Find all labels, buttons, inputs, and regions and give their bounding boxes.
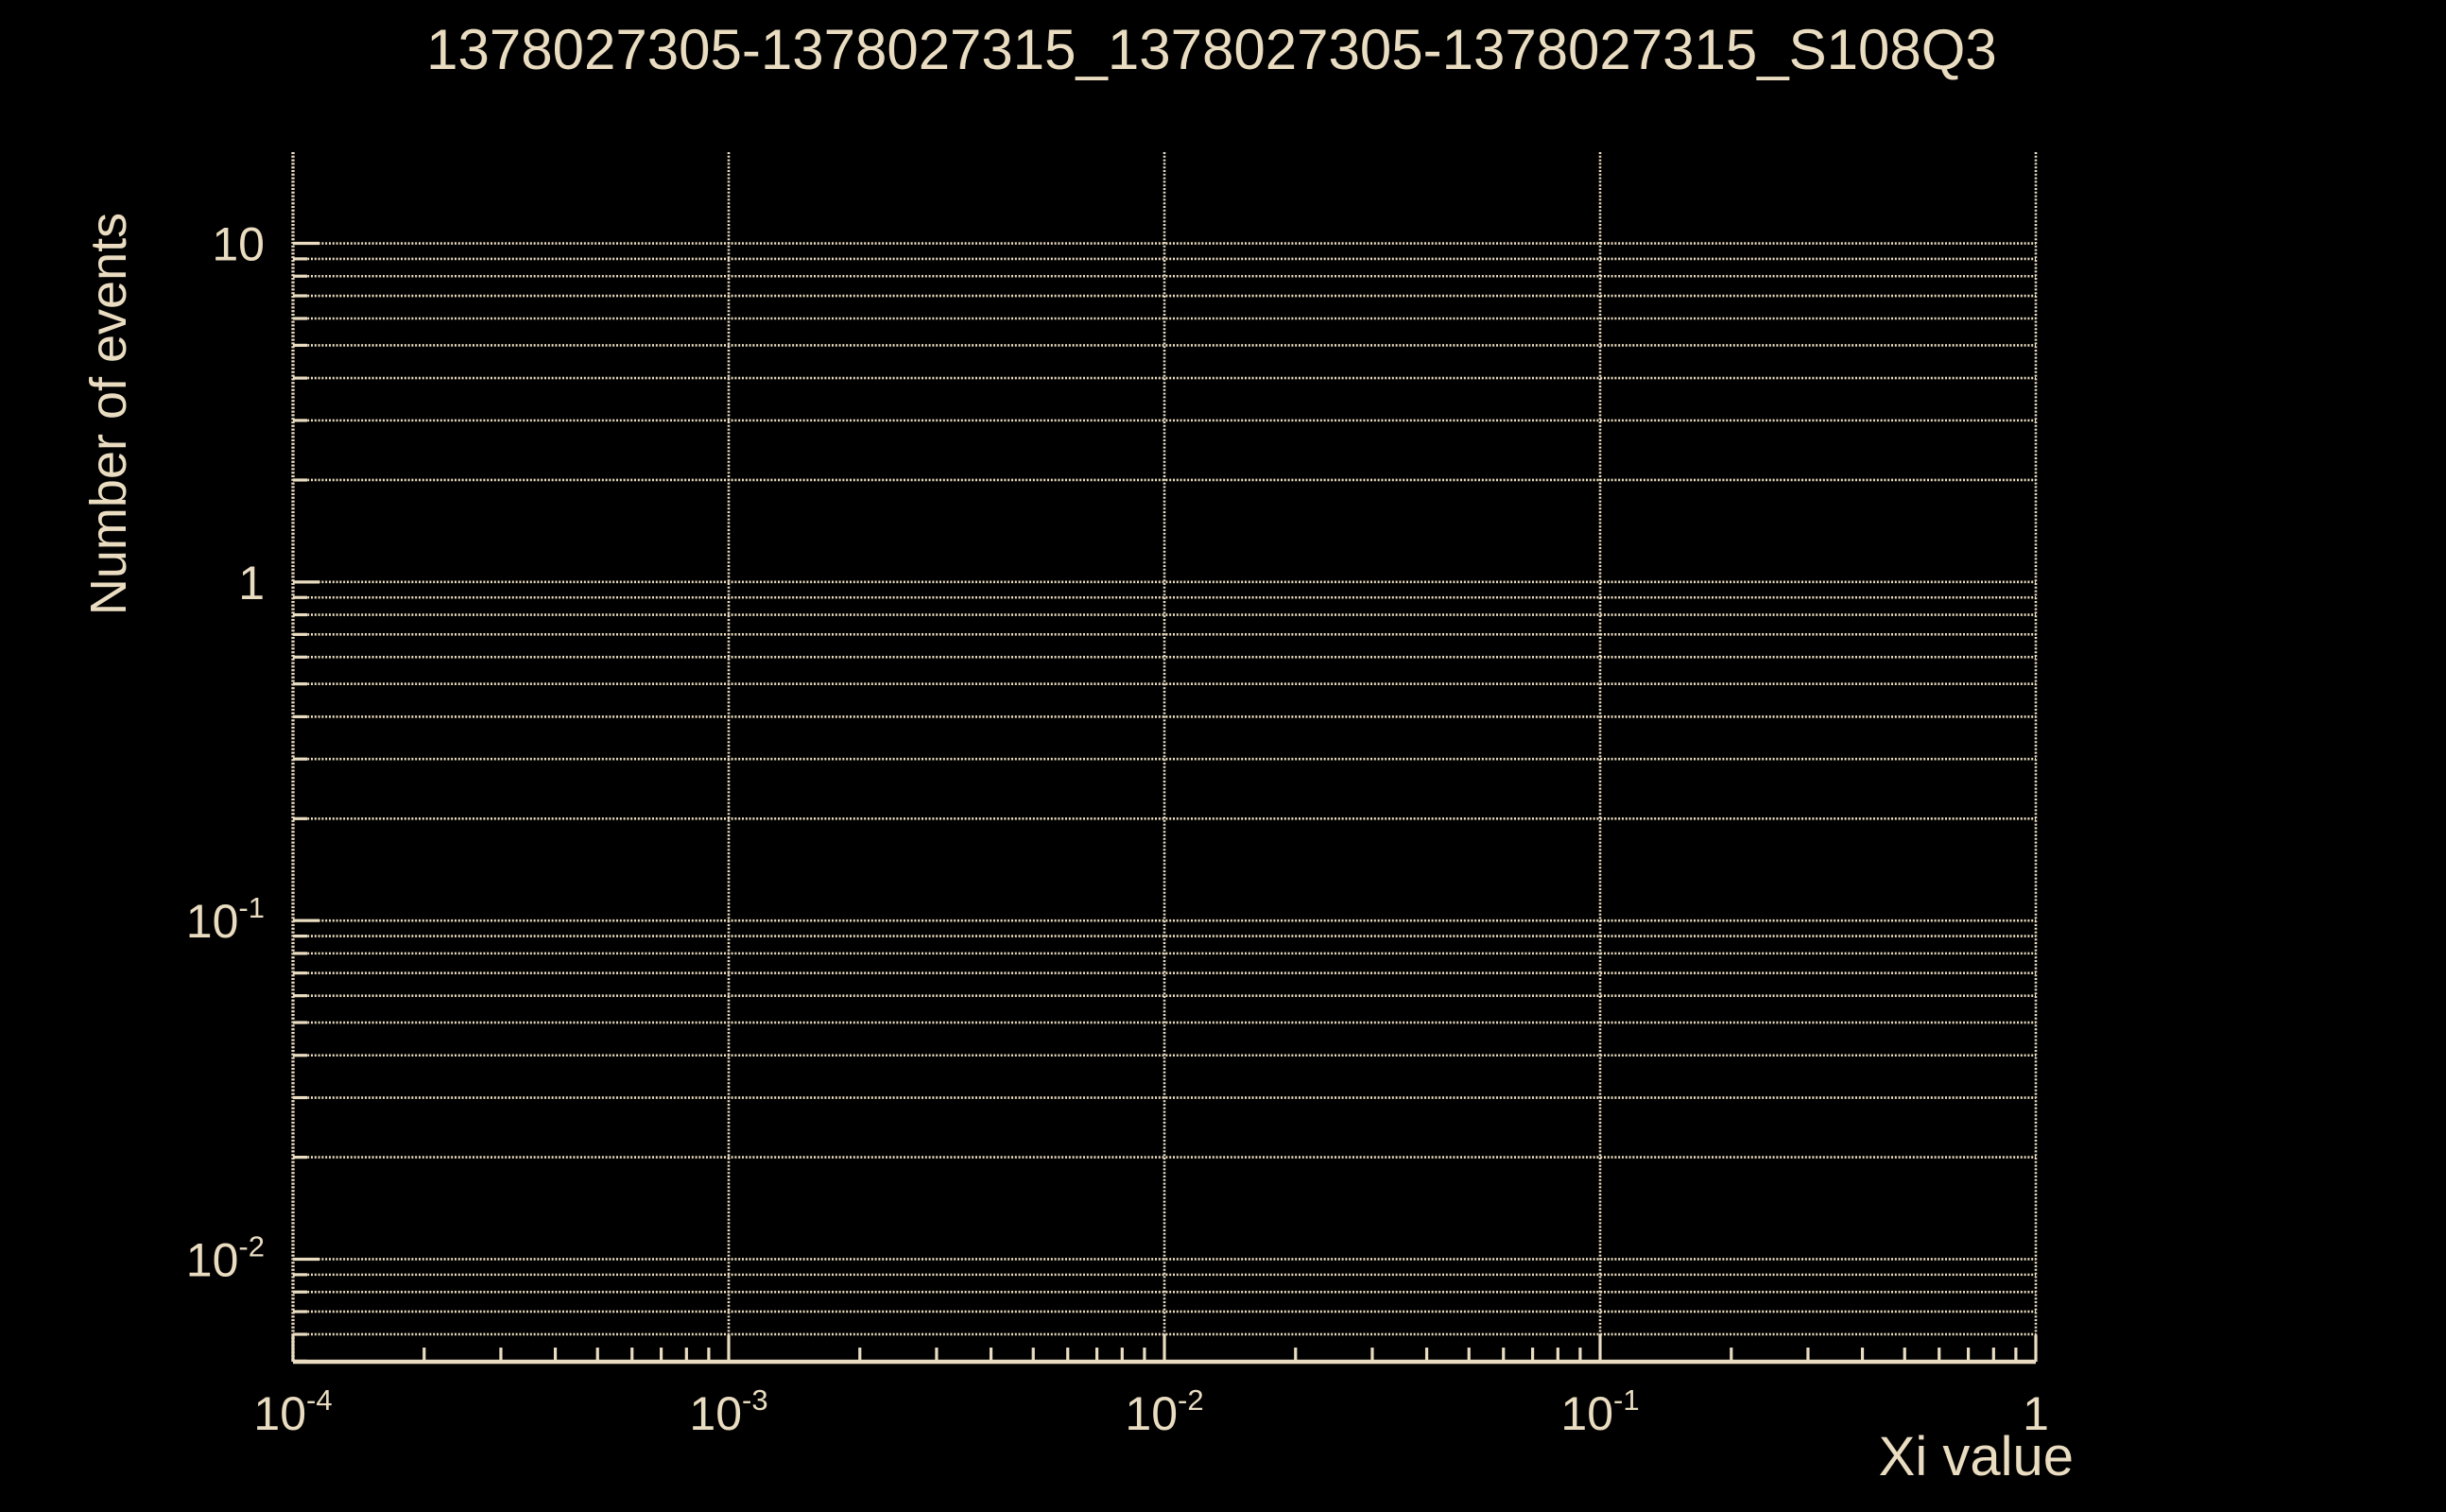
svg-text:10-2: 10-2: [1125, 1383, 1203, 1440]
svg-text:10-1: 10-1: [186, 891, 265, 948]
svg-text:10-1: 10-1: [1560, 1383, 1639, 1440]
svg-text:10-3: 10-3: [689, 1383, 767, 1440]
svg-text:Xi value: Xi value: [1879, 1426, 2074, 1487]
svg-text:1: 1: [238, 557, 265, 610]
svg-text:Number of events: Number of events: [80, 213, 137, 615]
svg-text:10-4: 10-4: [253, 1383, 332, 1440]
svg-text:10-2: 10-2: [186, 1229, 265, 1286]
svg-text:1378027305-1378027315_13780273: 1378027305-1378027315_1378027305-1378027…: [426, 18, 1997, 81]
svg-text:10: 10: [212, 218, 265, 271]
